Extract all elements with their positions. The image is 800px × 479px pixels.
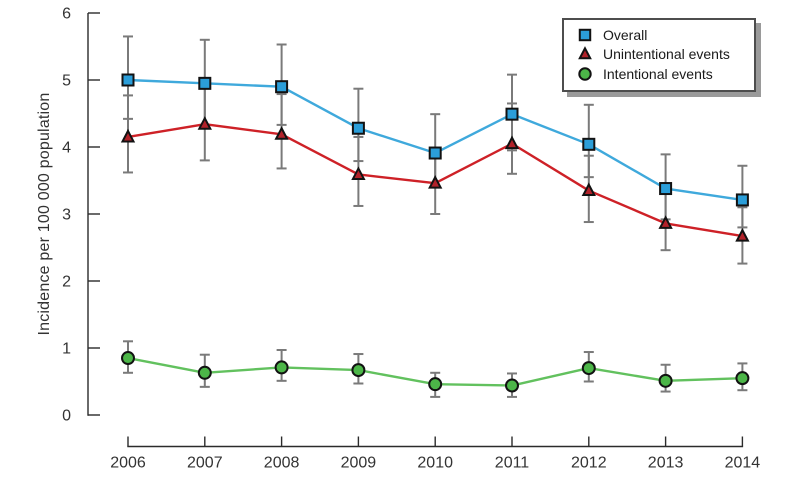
circle-marker-icon (197, 365, 212, 380)
circle-marker-icon (658, 373, 673, 388)
triangle-marker-icon (197, 116, 212, 130)
circle-marker-icon (735, 371, 750, 386)
x-tick-label: 2006 (110, 455, 146, 472)
x-tick-label: 2014 (725, 455, 761, 472)
legend-label: Intentional events (603, 65, 713, 82)
x-tick-label: 2008 (264, 455, 300, 472)
legend-item-overall: Overall (564, 25, 754, 45)
x-tick-label: 2010 (417, 455, 453, 472)
x-tick-label: 2011 (495, 455, 530, 472)
square-marker-icon (578, 28, 592, 41)
x-tick-label: 2009 (341, 455, 377, 472)
triangle-marker-icon (578, 46, 592, 60)
y-tick-label: 0 (62, 408, 71, 425)
square-marker-icon (351, 121, 365, 135)
circle-marker-icon (581, 361, 596, 376)
square-marker-icon (275, 80, 289, 94)
triangle-marker-icon (274, 126, 289, 140)
triangle-marker-icon (576, 46, 594, 62)
circle-marker-icon (428, 377, 443, 392)
y-tick-label: 4 (62, 140, 71, 157)
circle-marker-icon (578, 67, 592, 81)
y-tick-label: 6 (62, 6, 71, 23)
triangle-marker-icon (735, 227, 750, 242)
y-tick-label: 5 (62, 73, 71, 90)
triangle-marker-icon (428, 175, 443, 189)
square-marker-icon (659, 182, 673, 196)
square-marker-icon (576, 27, 594, 43)
triangle-marker-icon (658, 215, 673, 229)
circle-marker-icon (274, 360, 289, 375)
y-tick-label: 1 (62, 341, 71, 358)
square-marker-icon (121, 73, 135, 87)
circle-marker-icon (505, 378, 519, 393)
square-marker-icon (198, 76, 212, 90)
square-marker-icon (582, 137, 596, 151)
x-tick-label: 2012 (571, 455, 607, 472)
x-tick-label: 2007 (187, 455, 223, 472)
y-axis-title: Incidence per 100 000 population (36, 92, 53, 336)
circle-marker-icon (351, 363, 366, 378)
circle-marker-icon (121, 351, 135, 366)
triangle-marker-icon (581, 182, 596, 197)
square-marker-icon (505, 107, 519, 121)
y-tick-label: 3 (62, 207, 71, 224)
triangle-marker-icon (351, 166, 366, 180)
triangle-marker-icon (504, 135, 520, 150)
x-tick-label: 2013 (648, 455, 684, 472)
legend-label: Overall (603, 26, 648, 43)
legend-box: Overall Unintentional events Intentional… (562, 18, 756, 92)
square-marker-icon (428, 146, 442, 160)
triangle-marker-icon (120, 128, 136, 143)
legend-item-unintentional: Unintentional events (564, 45, 754, 65)
legend-label: Unintentional events (603, 46, 730, 63)
legend-item-intentional: Intentional events (564, 64, 754, 84)
circle-marker-icon (576, 66, 594, 82)
square-marker-icon (735, 193, 749, 207)
y-tick-label: 2 (62, 274, 71, 291)
